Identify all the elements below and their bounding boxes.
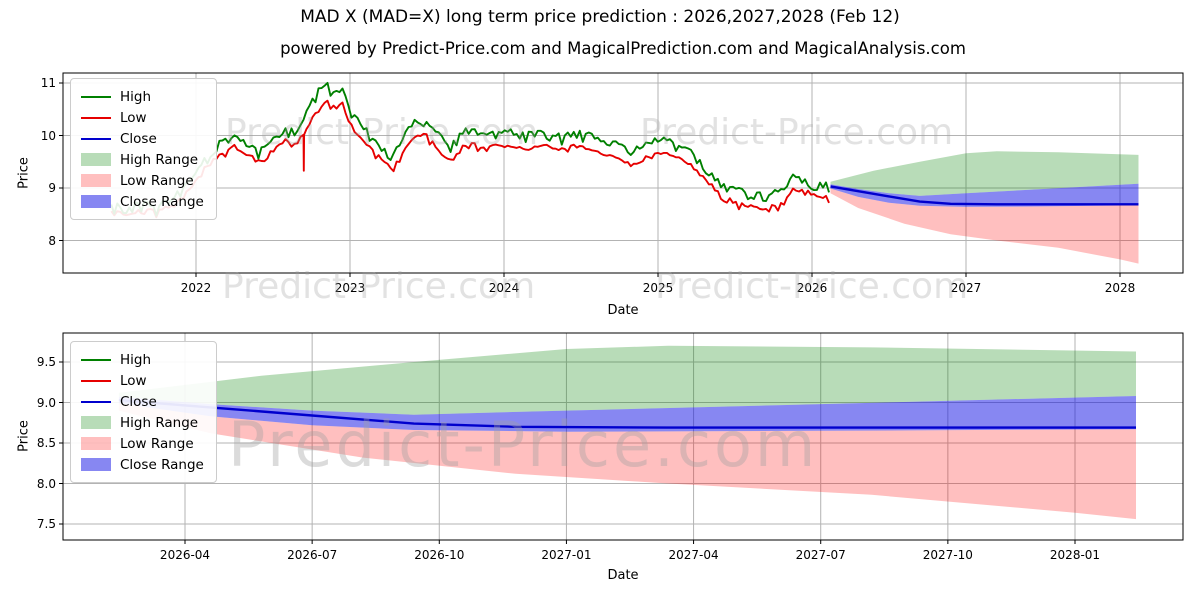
chart-subtitle: powered by Predict-Price.com and Magical… — [280, 39, 966, 58]
legend-swatch-low-range — [81, 174, 111, 187]
legend-item-close-range: Close Range — [81, 191, 204, 212]
legend-label: High — [120, 88, 152, 105]
x-tick-label: 2026-04 — [159, 548, 211, 562]
x-tick-label: 2028 — [1104, 281, 1136, 295]
legend-item-high: High — [81, 86, 204, 107]
plot-border — [62, 72, 1184, 274]
legend-label: High Range — [120, 414, 199, 431]
legend-label: Low Range — [120, 172, 194, 189]
x-tick-label: 2026 — [796, 281, 828, 295]
legend-swatch-low — [81, 116, 111, 119]
chart2-x-axis-label: Date — [607, 568, 639, 583]
legend-item-low: Low — [81, 107, 204, 128]
chart-title: MAD X (MAD=X) long term price prediction… — [300, 7, 900, 27]
high-range-band — [118, 345, 1136, 415]
legend-label: Close — [120, 393, 157, 410]
legend-item-high-range: High Range — [81, 412, 204, 433]
legend-label: Low — [120, 372, 147, 389]
legend-swatch-high — [81, 358, 111, 361]
legend-swatch-close-range — [81, 458, 111, 471]
y-tick-label: 8.5 — [36, 436, 56, 450]
x-tick-label: 2026-07 — [287, 548, 338, 562]
chart1-legend: High Low Close High Range Low Range Close Ran… — [70, 78, 217, 220]
x-tick-label: 2025 — [642, 281, 674, 295]
x-tick-label: 2027-10 — [922, 548, 973, 562]
x-tick-label: 2027-07 — [795, 548, 846, 562]
x-tick-label: 2027 — [950, 281, 982, 295]
y-tick-label: 9 — [48, 181, 56, 195]
y-tick-label: 8.0 — [36, 476, 56, 491]
high-range-band — [830, 151, 1139, 196]
close-range-band — [118, 396, 1136, 432]
y-tick-label: 10 — [40, 128, 56, 143]
low-range-band — [830, 188, 1139, 264]
y-tick-label: 7.5 — [36, 517, 56, 531]
y-tick-label: 11 — [40, 76, 56, 90]
y-tick-label: 8 — [48, 233, 56, 248]
chart-1 — [59, 72, 1184, 277]
legend-label: Close — [120, 130, 157, 147]
legend-item-low-range: Low Range — [81, 433, 204, 454]
legend-item-close-range: Close Range — [81, 454, 204, 475]
legend-label: Low — [120, 109, 147, 126]
close-range-band — [830, 183, 1139, 207]
legend-item-close: Close — [81, 128, 204, 149]
legend-item-low-range: Low Range — [81, 170, 204, 191]
x-tick-label: 2027-04 — [668, 548, 719, 562]
legend-swatch-close — [81, 137, 111, 140]
legend-swatch-high-range — [81, 153, 111, 166]
legend-swatch-close — [81, 400, 111, 403]
y-tick-label: 9.5 — [36, 355, 56, 369]
low-range-band — [118, 403, 1136, 520]
legend-swatch-close-range — [81, 195, 111, 208]
y-tick-label: 9.0 — [36, 395, 56, 410]
legend-label: Low Range — [120, 435, 194, 452]
x-tick-label: 2024 — [488, 281, 520, 295]
legend-swatch-low — [81, 379, 111, 382]
chart2-legend: High Low Close High Range Low Range Close Ran… — [70, 341, 217, 483]
x-tick-label: 2027-01 — [541, 548, 592, 562]
legend-label: High Range — [120, 151, 199, 168]
legend-item-high: High — [81, 349, 204, 370]
legend-label: Close Range — [120, 193, 204, 210]
x-tick-label: 2026-10 — [414, 548, 465, 562]
legend-swatch-high — [81, 95, 111, 98]
x-tick-label: 2023 — [334, 281, 366, 295]
legend-label: Close Range — [120, 456, 204, 473]
chart1-x-axis-label: Date — [607, 303, 639, 318]
legend-swatch-high-range — [81, 416, 111, 429]
x-tick-label: 2022 — [180, 281, 212, 295]
chart-2 — [59, 332, 1184, 544]
x-tick-label: 2028-01 — [1049, 548, 1101, 562]
legend-swatch-low-range — [81, 437, 111, 450]
close-line — [830, 185, 1139, 206]
plot-border — [62, 332, 1184, 541]
high-line — [110, 81, 830, 217]
legend-label: High — [120, 351, 152, 368]
low-line — [110, 99, 830, 219]
legend-item-high-range: High Range — [81, 149, 204, 170]
legend-item-close: Close — [81, 391, 204, 412]
legend-item-low: Low — [81, 370, 204, 391]
